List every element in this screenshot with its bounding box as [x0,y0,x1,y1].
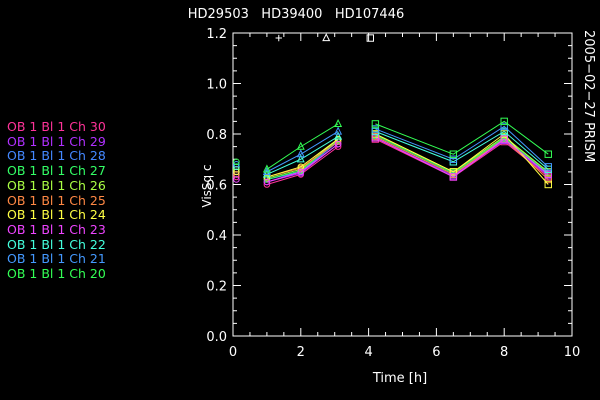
data-point [233,161,240,168]
y-tick-label: 0.0 [206,330,227,345]
data-point [263,178,271,186]
data-point [500,117,508,126]
data-point [233,158,240,166]
series-group [233,122,552,175]
series-line [375,138,549,178]
data-point [233,171,240,178]
target-marker [275,34,282,42]
data-point [296,141,305,150]
y-tick-label: 1.0 [206,78,227,93]
data-point [449,173,458,181]
data-point [544,175,552,184]
data-point [262,169,271,178]
legend-item: OB 1 Bl 1 Ch 23 [7,221,106,237]
legend-item: OB 1 Bl 1 Ch 20 [7,266,106,282]
plot-frame [232,32,573,337]
series-line [266,136,339,175]
target-marker [322,33,331,42]
data-point [371,120,380,128]
legend-item: OB 1 Bl 1 Ch 29 [7,133,106,149]
y-tick-label: 0.8 [206,128,227,143]
series-line [266,131,339,173]
series-group [233,117,552,173]
target-marker [366,34,374,42]
chart-subtitle: 2005−02−27 PRISM [581,30,596,162]
y-axis-label: VisSq c [200,164,214,207]
data-point [544,170,552,179]
data-point [449,155,458,163]
data-point [233,173,240,181]
series-line [266,123,339,170]
data-point [500,135,508,143]
data-point [296,149,305,158]
data-point [233,176,240,183]
series-line [375,130,549,170]
series-group [233,134,552,186]
y-tick-label: 0.4 [206,229,227,244]
series-group [233,127,552,178]
series-line [266,138,339,178]
series-layer [233,117,552,189]
data-point [334,118,343,127]
x-tick-label: 2 [297,345,305,360]
series-line [375,133,549,185]
data-point [544,150,552,158]
series-line [375,134,549,174]
x-tick-label: 8 [500,345,508,360]
data-point [233,168,240,176]
legend-item: OB 1 Bl 1 Ch 25 [7,192,106,208]
legend: OB 1 Bl 1 Ch 30 OB 1 Bl 1 Ch 29 OB 1 Bl 1 … [7,119,106,282]
data-point [297,168,305,176]
data-point [544,180,552,189]
data-point [371,125,380,133]
data-point [334,126,343,135]
data-point [544,163,552,171]
series-line [375,125,549,168]
data-point [334,140,342,148]
data-point [449,168,458,176]
legend-item: OB 1 Bl 1 Ch 24 [7,207,106,223]
series-line [375,137,549,178]
axes: 0 2 4 6 8 10 0.0 0.2 0.4 0.6 0.8 1.0 1.2 [206,27,580,360]
series-line [266,143,339,183]
data-point [334,131,343,140]
series-line [375,120,549,155]
x-tick-label: 6 [432,345,440,360]
x-axis-label: Time [h] [372,371,427,386]
data-point [297,163,305,171]
chart-title: HD29503 HD39400 HD107446 [188,7,405,22]
data-point [500,127,508,136]
x-tick-label: 4 [364,345,372,360]
legend-item: OB 1 Bl 1 Ch 21 [7,251,106,267]
x-tick-label: 10 [564,345,581,360]
y-tick-label: 0.6 [206,179,227,194]
legend-item: OB 1 Bl 1 Ch 22 [7,236,106,252]
legend-item: OB 1 Bl 1 Ch 26 [7,177,106,193]
target-markers [275,33,374,42]
legend-item: OB 1 Bl 1 Ch 28 [7,148,106,164]
legend-item: OB 1 Bl 1 Ch 30 [7,119,106,134]
data-point [500,122,508,131]
data-point [449,150,458,158]
y-tick-label: 1.2 [206,27,227,42]
x-tick-label: 0 [229,345,237,360]
legend-item: OB 1 Bl 1 Ch 27 [7,163,106,179]
data-point [233,166,240,173]
data-point [233,163,240,171]
data-point [262,164,271,173]
data-point [262,166,271,175]
data-point [296,154,305,163]
y-tick-label: 0.2 [206,280,227,295]
